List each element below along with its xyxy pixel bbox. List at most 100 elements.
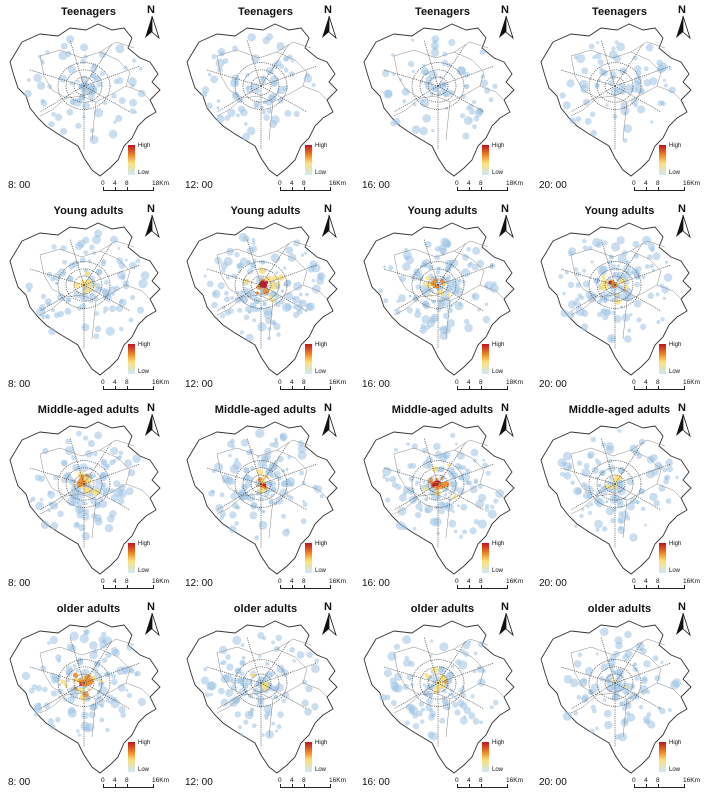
panel-title: Teenagers xyxy=(237,6,294,18)
hotspot-cell xyxy=(276,281,281,287)
density-cell xyxy=(462,529,468,535)
radial-road xyxy=(260,242,290,286)
density-cell xyxy=(462,641,471,650)
density-cell xyxy=(49,636,58,645)
hotspot-cell xyxy=(72,672,79,678)
density-cell xyxy=(431,128,435,133)
density-cell xyxy=(482,462,489,469)
map-panel: Middle-aged adults N High Low 12: 00 0 4 8 16Km xyxy=(177,398,354,597)
scale-line xyxy=(634,389,684,390)
density-cell xyxy=(402,635,411,645)
ring-road xyxy=(411,261,465,309)
hotspot-cell xyxy=(245,496,250,500)
density-cell xyxy=(470,448,479,457)
density-cell xyxy=(64,446,75,456)
density-cell xyxy=(412,296,419,303)
density-cell xyxy=(559,92,566,99)
density-cell xyxy=(430,639,434,643)
density-cell xyxy=(484,507,490,512)
scale-tick-label: 0 xyxy=(278,578,282,585)
legend-high-label: High xyxy=(138,740,151,746)
radial-road xyxy=(29,467,85,485)
density-cell xyxy=(640,506,646,512)
hotspot-cell xyxy=(609,484,614,490)
density-cell xyxy=(426,319,435,328)
hotspot-cell xyxy=(238,295,244,301)
density-cell xyxy=(410,709,415,714)
density-cell xyxy=(240,108,248,117)
hotspot-cell xyxy=(408,294,412,298)
hotspot-cell xyxy=(265,275,272,282)
density-cell xyxy=(478,641,485,648)
map-panel: Middle-aged adults N High Low 8: 00 0 4 8 16Km xyxy=(0,398,177,597)
density-cell xyxy=(283,266,287,270)
map-panel: Teenagers N High Low 8: 00 0 4 8 18Km xyxy=(0,0,177,199)
hotspot-cell xyxy=(102,490,108,496)
hotspot-cell xyxy=(414,270,420,277)
hotspot-cell xyxy=(432,483,436,487)
density-cell xyxy=(60,42,68,50)
radial-road xyxy=(260,483,308,511)
scale-end-label: 16Km xyxy=(329,578,346,585)
density-cell xyxy=(266,33,274,41)
density-cell xyxy=(34,712,39,717)
hotspot-cell xyxy=(438,466,445,473)
scale-tick-label: 8 xyxy=(656,379,660,386)
hotspot-cell xyxy=(465,480,470,485)
radial-road xyxy=(83,85,131,113)
scale-tick-label: 0 xyxy=(632,777,636,784)
heat-legend: High Low xyxy=(305,541,345,577)
density-cell xyxy=(582,245,588,251)
north-arrow-icon: N xyxy=(142,203,162,239)
density-cell xyxy=(620,292,630,301)
map-panel: older adults N High Low 12: 00 0 4 8 16Km xyxy=(177,597,354,796)
density-cell xyxy=(579,513,584,519)
scale-tick xyxy=(658,386,659,390)
density-cell xyxy=(582,268,587,273)
scale-tick-label: 0 xyxy=(278,379,282,386)
density-cell xyxy=(675,475,679,480)
district-boundary xyxy=(216,248,308,302)
hotspot-cell xyxy=(237,262,244,269)
hotspot-cell xyxy=(586,493,593,499)
legend-high-label: High xyxy=(669,143,682,149)
density-cell xyxy=(476,107,484,115)
density-cell xyxy=(446,307,453,314)
density-cell xyxy=(99,500,108,509)
radial-road xyxy=(260,85,308,113)
density-cell xyxy=(66,108,74,116)
density-cell xyxy=(111,292,115,296)
scale-tick-label: 8 xyxy=(302,777,306,784)
hotspot-cell xyxy=(87,687,91,691)
density-cell xyxy=(393,643,401,650)
density-cell xyxy=(586,504,590,509)
density-cell xyxy=(435,269,441,275)
density-cell xyxy=(560,309,569,318)
time-label: 12: 00 xyxy=(185,578,213,589)
radial-road xyxy=(600,39,616,87)
density-cell xyxy=(118,97,126,104)
legend-color-ramp xyxy=(659,344,666,374)
north-arrow-shape xyxy=(145,16,160,40)
density-cell xyxy=(482,315,491,324)
density-cell xyxy=(470,694,475,699)
density-cell xyxy=(467,640,472,644)
scale-tick-label: 4 xyxy=(467,777,471,784)
density-cell xyxy=(93,108,104,118)
density-cell xyxy=(594,519,603,529)
hotspot-cell xyxy=(273,694,279,700)
density-cell xyxy=(473,651,478,656)
scale-bar: 0 4 8 16Km xyxy=(631,379,707,397)
density-cell xyxy=(220,313,226,319)
density-cell xyxy=(396,299,400,303)
legend-color-ramp xyxy=(128,344,135,374)
density-cell xyxy=(73,290,81,299)
density-cell xyxy=(108,129,118,139)
density-cell xyxy=(416,710,423,717)
density-cell xyxy=(492,83,498,90)
hotspot-cell xyxy=(447,294,450,297)
density-cell xyxy=(272,321,276,325)
density-cell xyxy=(590,260,594,264)
density-cell xyxy=(398,494,407,502)
density-cell xyxy=(484,302,489,306)
